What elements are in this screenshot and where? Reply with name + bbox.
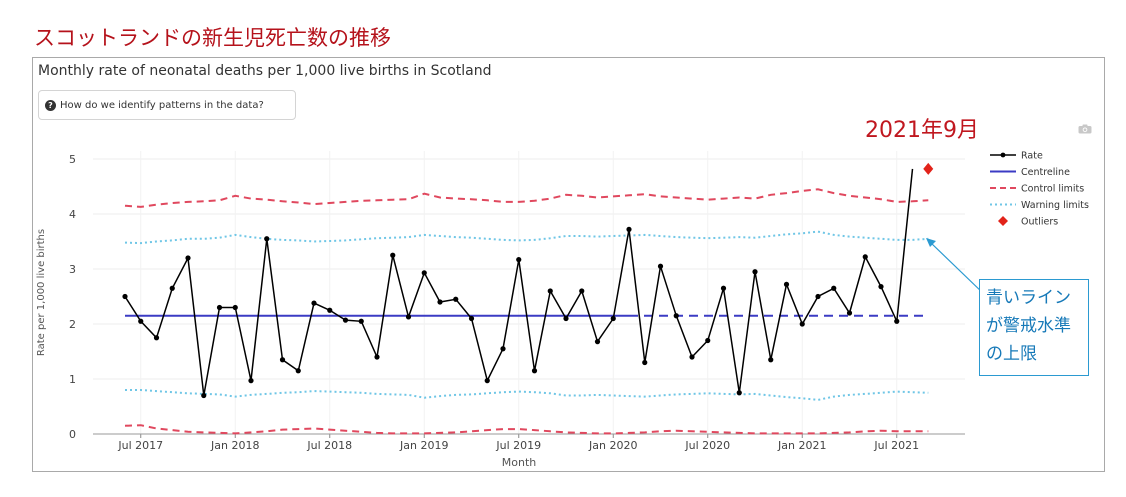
rate-point bbox=[453, 296, 459, 302]
page-heading: スコットランドの新生児死亡数の推移 bbox=[34, 26, 391, 50]
y-tick-label: 5 bbox=[69, 153, 76, 166]
callout-box: 青いライン が警戒水準 の上限 bbox=[979, 279, 1089, 376]
rate-point bbox=[862, 254, 868, 260]
rate-point bbox=[122, 293, 128, 300]
rate-point bbox=[642, 359, 648, 366]
callout-line-1: 青いライン bbox=[986, 288, 1071, 308]
x-tick-label: Jul 2020 bbox=[684, 439, 730, 452]
rate-point bbox=[153, 335, 160, 341]
legend-label: Warning limits bbox=[1021, 200, 1089, 211]
rate-point bbox=[626, 226, 632, 232]
rate-point bbox=[342, 317, 349, 323]
rate-point bbox=[248, 378, 254, 384]
y-tick-label: 1 bbox=[69, 373, 76, 386]
x-tick-label: Jan 2020 bbox=[588, 439, 637, 452]
y-axis-label: Rate per 1,000 live births bbox=[36, 229, 47, 356]
rate-point bbox=[232, 304, 238, 311]
rate-point bbox=[768, 357, 774, 363]
y-tick-label: 2 bbox=[69, 318, 76, 331]
rate-point bbox=[374, 354, 380, 360]
legend-label: Control limits bbox=[1021, 184, 1084, 195]
rate-point bbox=[799, 321, 805, 327]
rate-point bbox=[358, 318, 364, 324]
x-tick-label: Jan 2021 bbox=[777, 439, 826, 452]
help-button[interactable]: ? How do we identify patterns in the dat… bbox=[38, 90, 296, 120]
rate-point bbox=[500, 346, 506, 352]
y-tick-label: 4 bbox=[69, 208, 76, 221]
control-limit-lower-line bbox=[124, 424, 929, 435]
rate-point bbox=[563, 315, 569, 322]
x-tick-label: Jan 2019 bbox=[399, 439, 448, 452]
rate-point bbox=[279, 357, 286, 363]
rate-point bbox=[169, 285, 175, 291]
rate-point bbox=[783, 281, 790, 287]
control-limit-upper-line bbox=[124, 188, 929, 208]
outlier-point bbox=[923, 162, 934, 175]
help-button-label: How do we identify patterns in the data? bbox=[60, 99, 264, 111]
question-icon: ? bbox=[45, 99, 56, 111]
y-tick-label: 3 bbox=[69, 263, 76, 276]
rate-point bbox=[390, 252, 396, 258]
rate-point bbox=[264, 236, 270, 242]
rate-point bbox=[673, 313, 679, 319]
rate-point bbox=[405, 314, 412, 320]
rate-point bbox=[216, 304, 223, 311]
legend-label: Centreline bbox=[1021, 167, 1070, 178]
outlier-annotation: 2021年9月 bbox=[865, 118, 979, 143]
rate-point bbox=[720, 285, 727, 291]
camera-icon[interactable] bbox=[1078, 124, 1092, 134]
legend-label: Rate bbox=[1021, 151, 1043, 162]
rate-point bbox=[138, 318, 144, 324]
rate-point bbox=[437, 299, 443, 305]
rate-point bbox=[657, 263, 664, 269]
legend-label: Outliers bbox=[1021, 217, 1058, 228]
warning-limit-lower-line bbox=[125, 389, 929, 401]
rate-point bbox=[846, 310, 853, 316]
rate-point bbox=[878, 284, 884, 290]
x-tick-label: Jan 2018 bbox=[210, 439, 259, 452]
rate-point bbox=[421, 270, 427, 276]
warning-limit-upper-line bbox=[124, 230, 929, 245]
rate-point bbox=[894, 318, 900, 324]
rate-point bbox=[736, 390, 742, 396]
x-tick-label: Jul 2017 bbox=[117, 439, 163, 452]
callout-arrow-head bbox=[926, 238, 936, 247]
x-tick-label: Jul 2018 bbox=[306, 439, 352, 452]
x-tick-label: Jul 2019 bbox=[495, 439, 541, 452]
legend-rate-marker bbox=[1000, 152, 1006, 158]
rate-point bbox=[831, 285, 837, 291]
callout-line-3: の上限 bbox=[986, 344, 1037, 364]
rate-point bbox=[594, 339, 601, 345]
rate-point bbox=[815, 293, 821, 300]
rate-point bbox=[185, 255, 191, 261]
rate-point bbox=[311, 300, 317, 306]
rate-point bbox=[484, 378, 490, 384]
rate-point bbox=[327, 307, 333, 313]
rate-point bbox=[752, 269, 758, 275]
callout-arrow-line bbox=[929, 241, 986, 296]
rate-point bbox=[547, 288, 553, 294]
rate-point bbox=[516, 257, 522, 263]
legend-outlier-swatch bbox=[998, 216, 1008, 226]
y-tick-label: 0 bbox=[69, 428, 76, 441]
rate-point bbox=[579, 288, 585, 294]
rate-point bbox=[689, 354, 695, 360]
rate-point bbox=[531, 368, 538, 374]
chart-title: Monthly rate of neonatal deaths per 1,00… bbox=[38, 63, 492, 79]
rate-point bbox=[705, 337, 711, 344]
rate-point bbox=[610, 315, 616, 322]
rate-point bbox=[295, 368, 301, 374]
x-tick-label: Jul 2021 bbox=[873, 439, 919, 452]
x-axis-label: Month bbox=[502, 456, 537, 469]
callout-line-2: が警戒水準 bbox=[986, 316, 1071, 336]
chart-frame bbox=[32, 57, 1105, 472]
rate-point bbox=[468, 315, 475, 322]
rate-point bbox=[201, 392, 207, 399]
